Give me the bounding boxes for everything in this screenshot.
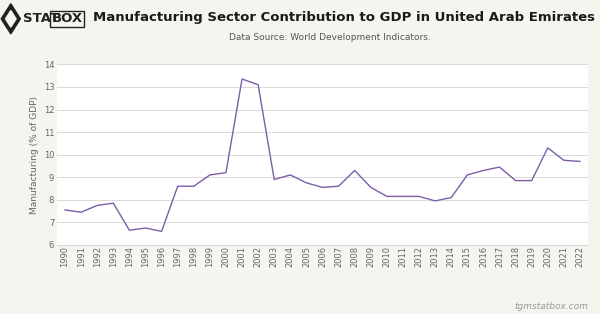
Text: BOX: BOX bbox=[52, 12, 83, 25]
Y-axis label: Manufacturing (% of GDP): Manufacturing (% of GDP) bbox=[31, 96, 40, 214]
Text: Data Source: World Development Indicators.: Data Source: World Development Indicator… bbox=[229, 33, 431, 42]
Text: Manufacturing Sector Contribution to GDP in United Arab Emirates (1990–2022): Manufacturing Sector Contribution to GDP… bbox=[93, 11, 600, 24]
Text: tgmstatbox.com: tgmstatbox.com bbox=[514, 302, 588, 311]
Text: STAT: STAT bbox=[23, 12, 59, 25]
